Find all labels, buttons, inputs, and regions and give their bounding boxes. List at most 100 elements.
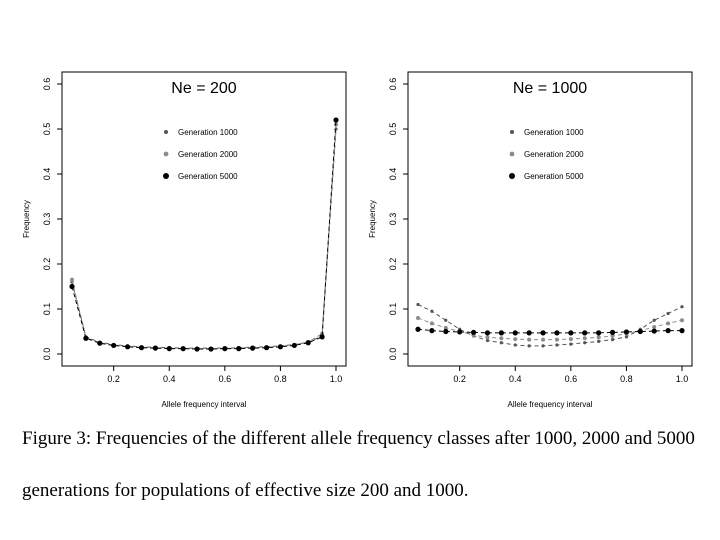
data-point xyxy=(319,334,325,340)
legend-label: Generation 1000 xyxy=(178,128,238,137)
chart-title: Ne = 200 xyxy=(171,80,236,97)
data-point xyxy=(70,277,74,282)
data-point xyxy=(554,330,560,336)
data-point xyxy=(609,329,616,335)
data-point xyxy=(568,330,574,336)
data-point xyxy=(333,117,339,123)
data-point xyxy=(569,342,573,346)
y-tick-label: 0.0 xyxy=(42,348,52,361)
data-point xyxy=(610,338,615,342)
plot-frame xyxy=(61,71,347,367)
data-point xyxy=(263,345,270,351)
data-point xyxy=(457,329,463,335)
data-point xyxy=(665,328,671,334)
data-point xyxy=(555,343,559,347)
y-tick-label: 0.3 xyxy=(388,213,398,226)
legend-marker xyxy=(510,130,514,134)
plot-frame xyxy=(407,71,693,367)
data-point xyxy=(679,328,685,334)
data-point xyxy=(623,329,630,335)
y-tick-label: 0.1 xyxy=(42,303,52,316)
legend-label: Generation 2000 xyxy=(524,150,584,159)
data-point xyxy=(637,328,643,335)
data-point xyxy=(194,346,200,352)
y-tick-label: 0.5 xyxy=(388,123,398,136)
data-point xyxy=(499,341,503,345)
x-tick-label: 0.8 xyxy=(620,374,633,384)
series-line xyxy=(71,128,337,349)
chart-title: Ne = 1000 xyxy=(513,80,587,97)
x-tick-label: 0.2 xyxy=(453,374,466,384)
y-axis-label: Frequency xyxy=(22,200,31,238)
data-point xyxy=(597,339,601,343)
legend-marker xyxy=(509,173,515,179)
data-point xyxy=(236,346,242,352)
data-point xyxy=(444,318,448,322)
data-point xyxy=(180,346,186,352)
data-point xyxy=(443,328,449,335)
data-point xyxy=(429,321,434,326)
data-point xyxy=(222,346,228,352)
data-point xyxy=(484,330,491,336)
data-point xyxy=(416,302,420,307)
data-point xyxy=(541,344,545,348)
data-point xyxy=(111,342,117,349)
x-tick-label: 0.6 xyxy=(219,374,232,384)
data-point xyxy=(583,341,587,345)
y-tick-label: 0.4 xyxy=(388,168,398,181)
legend-label: Generation 5000 xyxy=(178,172,238,181)
x-tick-label: 0.2 xyxy=(107,374,120,384)
x-tick-label: 0.4 xyxy=(509,374,522,384)
data-point xyxy=(651,328,657,334)
data-point xyxy=(138,345,145,351)
data-point xyxy=(624,335,629,339)
data-point xyxy=(416,316,420,320)
figure-caption-line-2: generations for populations of effective… xyxy=(22,480,469,501)
y-tick-label: 0.6 xyxy=(42,78,52,91)
y-tick-label: 0.0 xyxy=(388,348,398,361)
data-point xyxy=(582,336,587,341)
x-axis-label: Allele frequency interval xyxy=(162,400,247,409)
data-point xyxy=(499,336,504,341)
y-tick-label: 0.1 xyxy=(388,303,398,316)
figure-canvas: 0.0 0.1 0.2 0.3 0.4 0.5 0.6 0.2 0.4 0.6 0.8 1.0 Alle… xyxy=(22,71,693,409)
data-point xyxy=(596,335,601,340)
y-tick-label: 0.4 xyxy=(42,168,52,181)
x-axis-label: Allele frequency interval xyxy=(508,400,593,409)
data-point xyxy=(305,340,311,346)
legend-marker xyxy=(164,130,168,134)
data-point xyxy=(470,329,477,335)
figure-caption-line-1: Figure 3: Frequencies of the different a… xyxy=(22,428,695,449)
x-tick-label: 1.0 xyxy=(330,374,343,384)
data-point xyxy=(415,326,421,332)
data-point xyxy=(443,325,448,330)
data-point xyxy=(513,337,518,342)
legend-marker xyxy=(163,173,169,179)
x-tick-label: 0.8 xyxy=(274,374,287,384)
legend-label: Generation 5000 xyxy=(524,172,584,181)
data-point xyxy=(250,345,256,351)
data-point xyxy=(512,330,518,336)
data-point xyxy=(485,338,490,343)
legend-label: Generation 2000 xyxy=(178,150,238,159)
x-tick-label: 1.0 xyxy=(676,374,689,384)
legend-marker xyxy=(509,151,515,157)
data-point xyxy=(485,335,490,340)
data-point xyxy=(277,344,284,350)
data-point xyxy=(610,334,615,338)
y-tick-label: 0.3 xyxy=(42,213,52,226)
data-point xyxy=(652,318,656,322)
legend-label: Generation 1000 xyxy=(524,128,584,137)
data-point xyxy=(666,321,671,326)
data-point xyxy=(430,309,434,313)
data-point xyxy=(596,330,602,336)
data-point xyxy=(527,337,532,342)
y-axis-label: Frequency xyxy=(368,200,377,238)
y-tick-label: 0.6 xyxy=(388,78,398,91)
data-point xyxy=(582,330,588,336)
data-point xyxy=(680,305,684,309)
y-tick-label: 0.5 xyxy=(42,123,52,136)
data-point xyxy=(97,340,103,346)
data-point xyxy=(208,346,214,352)
data-point xyxy=(166,346,172,352)
